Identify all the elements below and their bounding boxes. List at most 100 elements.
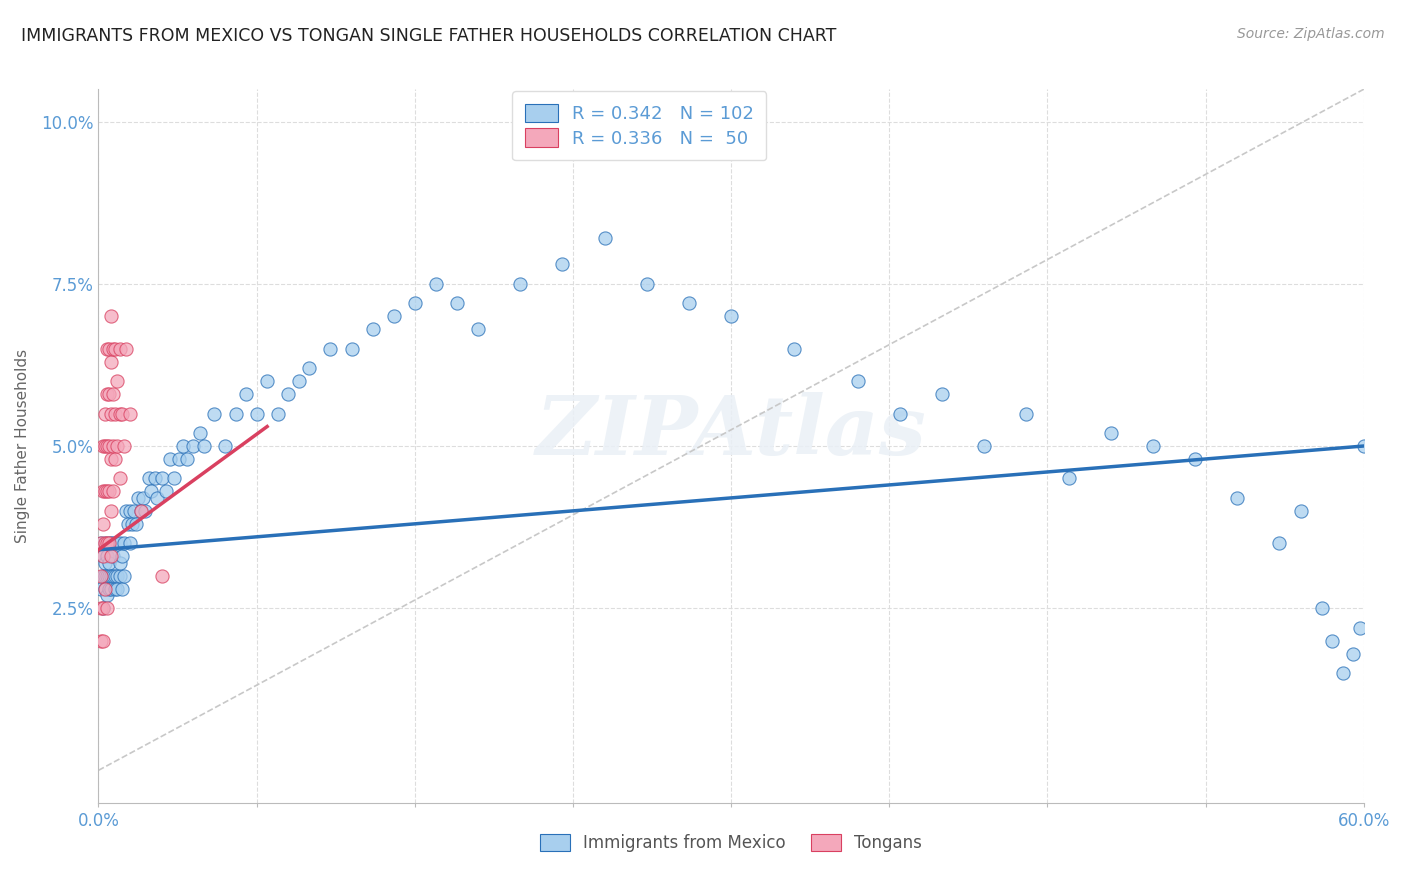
Point — [96, 601, 118, 615]
Point — [104, 342, 127, 356]
Legend: Immigrants from Mexico, Tongans: Immigrants from Mexico, Tongans — [533, 827, 929, 859]
Point — [90, 582, 112, 596]
Point — [93, 536, 117, 550]
Point — [100, 452, 122, 467]
Point — [98, 342, 121, 356]
Point — [98, 582, 121, 596]
Point — [593, 231, 616, 245]
Point — [90, 536, 112, 550]
Point — [107, 568, 129, 582]
Point — [214, 439, 236, 453]
Point — [115, 342, 138, 356]
Y-axis label: Single Father Households: Single Father Households — [15, 349, 30, 543]
Point — [1099, 425, 1122, 440]
Point — [235, 387, 257, 401]
Point — [319, 342, 342, 356]
Point — [91, 633, 114, 648]
Point — [91, 568, 114, 582]
Point — [100, 536, 122, 550]
Point — [551, 257, 574, 271]
Point — [90, 536, 112, 550]
Point — [108, 407, 131, 421]
Point — [91, 439, 114, 453]
Point — [146, 491, 169, 505]
Point — [104, 568, 127, 582]
Point — [108, 568, 131, 582]
Point — [103, 549, 125, 564]
Point — [103, 439, 125, 453]
Point — [111, 582, 132, 596]
Point — [246, 407, 269, 421]
Point — [100, 354, 122, 368]
Point — [91, 484, 114, 499]
Point — [98, 484, 121, 499]
Point — [98, 568, 121, 582]
Point — [1057, 471, 1080, 485]
Point — [107, 439, 129, 453]
Point — [889, 407, 911, 421]
Point — [91, 601, 114, 615]
Point — [96, 568, 118, 582]
Point — [93, 484, 117, 499]
Point — [1184, 452, 1206, 467]
Point — [103, 387, 125, 401]
Point — [91, 601, 114, 615]
Point — [91, 549, 114, 564]
Point — [509, 277, 531, 291]
Point — [108, 556, 131, 570]
Point — [340, 342, 363, 356]
Point — [117, 516, 139, 531]
Point — [103, 568, 125, 582]
Point — [108, 342, 131, 356]
Point — [129, 504, 152, 518]
Text: IMMIGRANTS FROM MEXICO VS TONGAN SINGLE FATHER HOUSEHOLDS CORRELATION CHART: IMMIGRANTS FROM MEXICO VS TONGAN SINGLE … — [21, 27, 837, 45]
Point — [225, 407, 247, 421]
Point — [96, 588, 118, 602]
Point — [467, 322, 489, 336]
Point — [108, 536, 131, 550]
Point — [1331, 666, 1354, 681]
Point — [121, 516, 143, 531]
Point — [100, 582, 122, 596]
Point — [96, 387, 118, 401]
Point — [107, 536, 129, 550]
Text: Source: ZipAtlas.com: Source: ZipAtlas.com — [1237, 27, 1385, 41]
Point — [931, 387, 953, 401]
Point — [111, 549, 132, 564]
Point — [112, 536, 135, 550]
Point — [100, 568, 122, 582]
Point — [446, 296, 468, 310]
Point — [96, 536, 118, 550]
Point — [120, 536, 141, 550]
Point — [103, 342, 125, 356]
Point — [846, 374, 869, 388]
Point — [112, 568, 135, 582]
Point — [141, 484, 163, 499]
Point — [115, 504, 138, 518]
Point — [98, 387, 121, 401]
Point — [104, 582, 127, 596]
Point — [193, 439, 215, 453]
Point — [93, 439, 117, 453]
Point — [96, 439, 118, 453]
Point — [163, 471, 186, 485]
Point — [678, 296, 700, 310]
Point — [132, 491, 155, 505]
Point — [124, 504, 146, 518]
Point — [1353, 439, 1375, 453]
Point — [204, 407, 226, 421]
Point — [1289, 504, 1312, 518]
Point — [98, 536, 121, 550]
Point — [973, 439, 995, 453]
Point — [155, 484, 177, 499]
Point — [298, 361, 321, 376]
Point — [90, 633, 112, 648]
Point — [1142, 439, 1164, 453]
Point — [93, 568, 117, 582]
Point — [93, 582, 117, 596]
Point — [1348, 621, 1371, 635]
Point — [382, 310, 405, 324]
Point — [172, 439, 194, 453]
Point — [150, 471, 173, 485]
Point — [720, 310, 742, 324]
